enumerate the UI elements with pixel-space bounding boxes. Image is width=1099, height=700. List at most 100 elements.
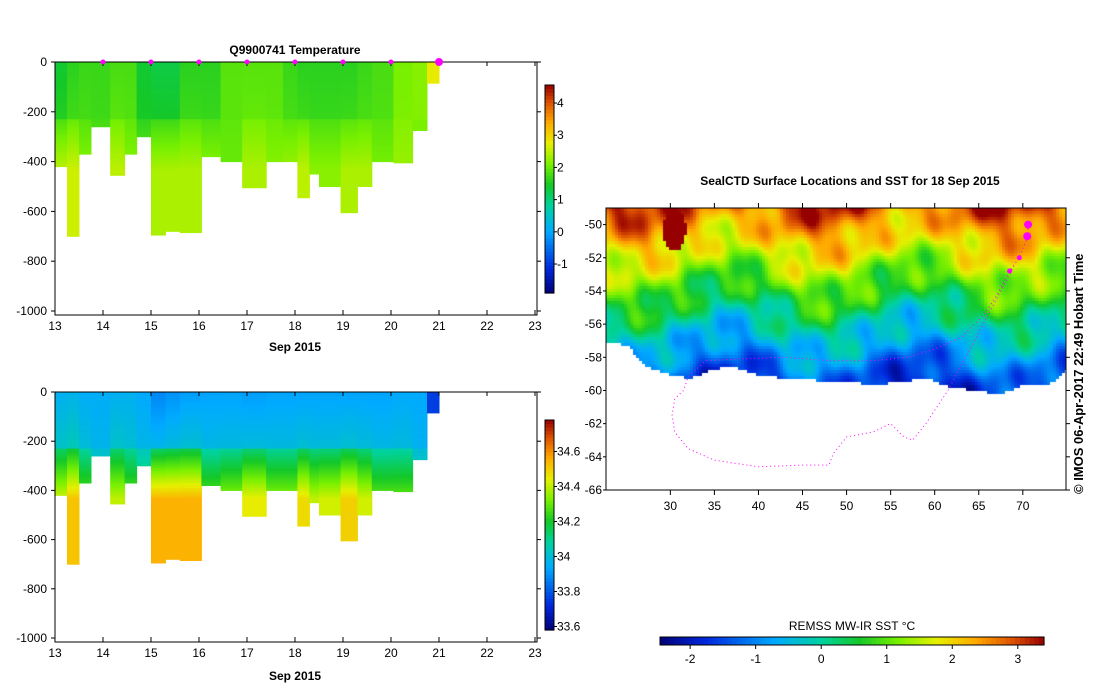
section-cell [393,64,414,68]
x-tick-label: 19 [336,646,350,660]
section-cell [297,134,310,138]
section-cell [201,416,222,420]
section-cell [309,144,320,148]
section-cell [297,519,310,523]
section-cell [319,89,342,93]
section-cell [309,141,320,145]
section-cell [309,149,320,153]
section-cell [124,423,138,427]
section-cell [371,101,394,105]
section-cell [412,433,428,437]
section-cell [179,94,202,98]
section-cell [55,470,68,474]
section-cell [55,119,68,123]
section-cell [179,404,202,408]
section-cell [371,154,394,158]
section-cell [151,81,166,85]
section-cell [242,176,267,180]
colorbar-segment [545,213,554,218]
section-cell [67,404,80,408]
colorbar-segment [545,448,554,453]
section-cell [242,431,267,435]
section-cell [201,131,222,135]
section-cell [67,114,80,118]
colorbar-segment [972,637,978,645]
section-cell [371,134,394,138]
section-cell [79,473,92,477]
section-cell [220,121,243,125]
section-cell [393,89,414,93]
y-tick-label: -600 [23,204,47,218]
section-cell [242,99,267,103]
section-cell [55,69,68,73]
section-cell [242,465,267,469]
section-cell [151,69,166,73]
section-cell [151,149,166,153]
colorbar-segment [545,591,554,596]
section-cell [55,416,68,420]
section-cell [110,154,126,158]
section-cell [393,436,414,440]
section-cell [67,451,80,454]
section-cell [79,406,92,410]
colorbar-segment [545,116,554,121]
section-cell [201,438,222,442]
section-cell [179,446,202,450]
section-cell [412,114,428,118]
section-cell [165,131,181,135]
section-cell [371,64,394,68]
section-cell [55,478,68,482]
section-cell [319,446,342,450]
section-cell [340,126,358,130]
section-cell [371,480,394,484]
section-cell [67,537,80,541]
section-cell [357,71,373,75]
section-cell [110,86,126,90]
section-cell [319,406,342,410]
section-cell [151,86,166,90]
section-cell [179,193,202,197]
section-cell [309,119,320,123]
section-cell [124,99,138,103]
x-tick-label: 23 [528,646,542,660]
section-cell [151,139,166,143]
section-cell [220,396,243,400]
section-cell [412,89,428,93]
section-cell [297,193,310,197]
section-cell [79,116,92,120]
x-tick-label: 21 [432,319,446,333]
section-cell [124,411,138,415]
section-cell [319,154,342,158]
section-cell [340,438,358,442]
section-cell [179,196,202,200]
section-cell [340,512,358,516]
section-cell [110,473,126,477]
section-cell [55,151,68,155]
section-cell [340,193,358,197]
section-cell [55,473,68,477]
colorbar-segment [693,637,699,645]
section-cell [79,111,92,115]
section-cell [67,99,80,103]
section-cell [427,406,440,410]
section-cell [179,406,202,410]
section-cell [55,154,68,158]
section-cell [357,421,373,425]
section-cell [79,94,92,98]
section-cell [151,495,166,499]
section-cell [242,396,267,400]
section-cell [283,480,298,484]
section-cell [319,505,342,509]
section-cell [412,124,428,128]
section-cell [201,483,222,486]
section-cell [371,106,394,110]
section-cell [124,146,138,150]
section-cell [412,74,428,78]
section-cell [165,104,181,108]
section-cell [242,81,267,85]
section-cell [357,460,373,464]
section-cell [297,497,310,501]
colorbar-segment [545,490,554,495]
section-cell [340,171,358,175]
section-cell [151,492,166,496]
